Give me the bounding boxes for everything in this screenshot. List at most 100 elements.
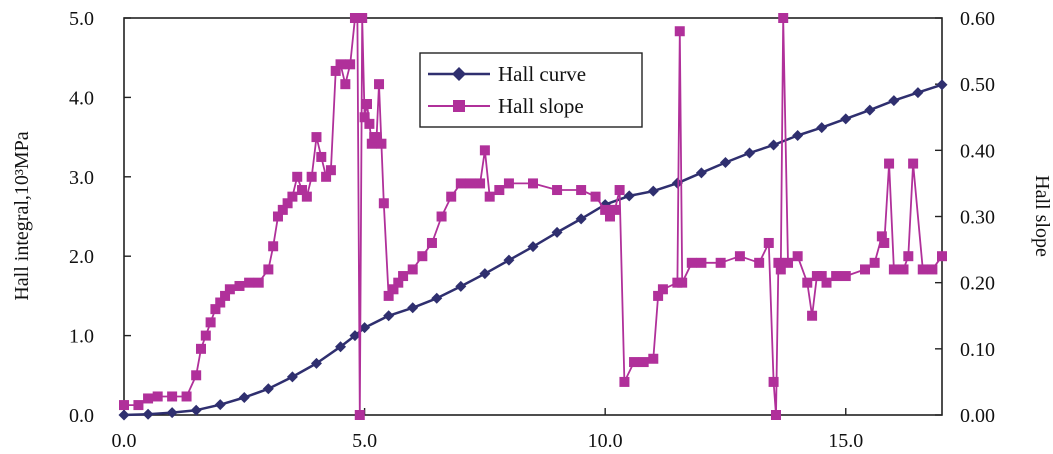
data-point-hall-slope <box>357 13 368 23</box>
data-point-hall-curve <box>912 87 924 99</box>
data-point-hall-slope <box>768 376 779 387</box>
data-point-hall-slope <box>903 251 914 262</box>
data-point-hall-slope <box>696 257 707 268</box>
x-tick-label: 5.0 <box>352 430 377 452</box>
data-point-hall-curve <box>527 241 539 253</box>
data-point-hall-slope <box>876 231 887 242</box>
y-right-tick-label: 0.40 <box>960 140 995 162</box>
data-point-hall-curve <box>262 383 274 395</box>
y-right-tick-label: 0.50 <box>960 74 995 96</box>
y-left-tick-label: 0.0 <box>69 405 94 427</box>
data-point-hall-slope <box>277 204 288 215</box>
data-point-hall-slope <box>677 277 688 288</box>
data-point-hall-slope <box>306 171 317 182</box>
data-point-hall-slope <box>494 185 505 196</box>
data-point-hall-curve <box>575 213 587 225</box>
data-point-hall-slope <box>840 271 851 282</box>
data-point-hall-slope <box>374 79 385 90</box>
data-point-hall-curve <box>310 357 322 369</box>
data-point-hall-slope <box>292 171 303 182</box>
data-point-hall-slope <box>831 271 842 282</box>
data-point-hall-slope <box>609 204 620 215</box>
y-axis-right-title: Hall slope <box>1031 175 1053 257</box>
data-point-hall-curve <box>479 268 491 280</box>
data-point-hall-curve <box>349 330 361 342</box>
data-point-hall-slope <box>282 198 293 209</box>
y-left-tick-label: 2.0 <box>69 246 94 268</box>
y-left-tick-label: 3.0 <box>69 167 94 189</box>
data-point-hall-curve <box>166 407 178 419</box>
data-point-hall-slope <box>325 165 336 176</box>
y-axis-left: 0.0 1.0 2.0 3.0 4.0 5.0 <box>69 8 131 427</box>
data-point-hall-slope <box>773 257 784 268</box>
data-point-hall-slope <box>383 290 394 301</box>
data-point-hall-curve <box>455 280 467 292</box>
data-point-hall-curve <box>431 292 443 304</box>
data-point-hall-slope <box>200 330 211 341</box>
data-point-hall-curve <box>407 302 419 314</box>
y-right-tick-label: 0.20 <box>960 273 995 295</box>
data-point-hall-curve <box>888 95 900 107</box>
data-point-hall-curve <box>864 104 876 116</box>
data-point-hall-slope <box>638 357 649 368</box>
data-point-hall-slope <box>479 145 490 156</box>
x-tick-label: 15.0 <box>828 430 863 452</box>
series-hall-slope <box>119 13 947 420</box>
data-point-hall-slope <box>253 277 264 288</box>
data-point-hall-slope <box>224 284 235 295</box>
data-point-hall-curve <box>551 226 563 238</box>
data-point-hall-slope <box>552 185 563 196</box>
y-right-tick-label: 0.10 <box>960 339 995 361</box>
legend-label-hall-curve: Hall curve <box>498 62 586 86</box>
data-point-hall-slope <box>393 277 404 288</box>
data-point-hall-slope <box>629 357 640 368</box>
data-point-hall-slope <box>734 251 745 262</box>
data-point-hall-slope <box>215 297 226 308</box>
data-point-hall-slope <box>345 59 356 70</box>
data-point-hall-curve <box>623 190 635 202</box>
y-left-tick-label: 5.0 <box>69 8 94 30</box>
series-layer <box>118 13 948 421</box>
data-point-hall-slope <box>600 204 611 215</box>
data-point-hall-slope <box>778 13 789 23</box>
legend-item-hall-curve: Hall curve <box>428 62 586 86</box>
data-point-hall-slope <box>879 237 890 248</box>
data-point-hall-slope <box>417 251 428 262</box>
data-point-hall-slope <box>311 132 322 143</box>
data-point-hall-slope <box>195 343 206 354</box>
data-point-hall-slope <box>860 264 871 275</box>
data-point-hall-slope <box>371 132 382 143</box>
x-tick-label: 10.0 <box>588 430 623 452</box>
data-point-hall-slope <box>234 280 245 291</box>
data-point-hall-slope <box>210 304 221 315</box>
data-point-hall-curve <box>359 322 371 334</box>
data-point-hall-curve <box>286 371 298 383</box>
data-point-hall-slope <box>287 191 298 202</box>
data-point-hall-slope <box>191 370 202 381</box>
data-point-hall-slope <box>657 284 668 295</box>
data-point-hall-slope <box>272 211 283 222</box>
data-point-hall-slope <box>807 310 818 321</box>
data-point-hall-slope <box>619 376 630 387</box>
data-point-hall-slope <box>937 251 947 262</box>
data-point-hall-curve <box>214 399 226 411</box>
x-axis: 0.0 5.0 10.0 15.0 <box>112 408 863 452</box>
data-point-hall-slope <box>686 257 697 268</box>
data-point-hall-slope <box>446 191 457 202</box>
legend-box <box>419 52 643 128</box>
data-point-hall-slope <box>715 257 726 268</box>
data-point-hall-slope <box>792 251 803 262</box>
data-point-hall-slope <box>407 264 418 275</box>
data-point-hall-slope <box>426 237 437 248</box>
series-hall-curve <box>118 79 948 421</box>
data-point-hall-slope <box>917 264 928 275</box>
data-point-hall-slope <box>398 271 409 282</box>
data-point-hall-slope <box>648 353 659 364</box>
data-point-hall-curve <box>816 122 828 134</box>
data-point-hall-slope <box>388 284 399 295</box>
data-point-hall-slope <box>354 410 365 420</box>
data-point-hall-slope <box>783 257 794 268</box>
data-point-hall-curve <box>719 157 731 169</box>
data-point-hall-curve <box>768 139 780 151</box>
